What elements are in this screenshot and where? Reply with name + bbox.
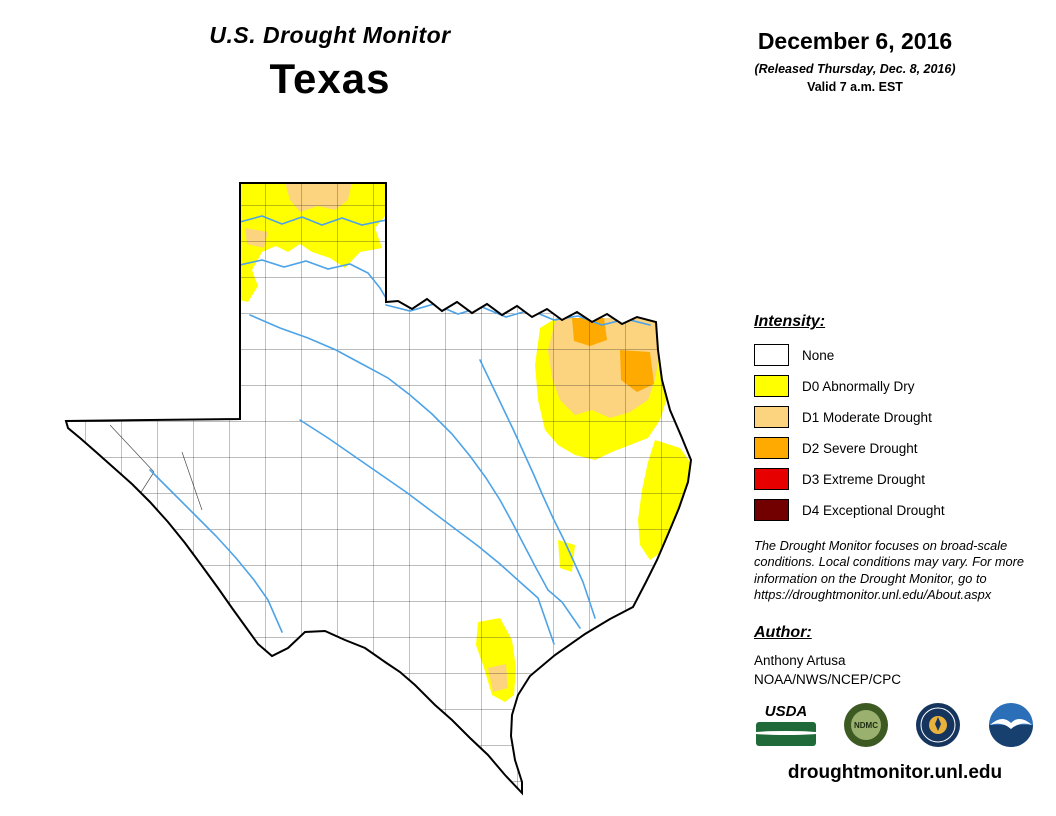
map-date: December 6, 2016: [757, 28, 953, 54]
texas-drought-map: [50, 170, 710, 810]
date-block: December 6, 2016 (Released Thursday, Dec…: [710, 28, 1000, 94]
noaa-logo: [988, 703, 1033, 747]
legend-label-none: None: [802, 347, 835, 363]
legend-item-d2: D2 Severe Drought: [754, 437, 945, 459]
author-name: Anthony Artusa: [754, 653, 846, 668]
legend-swatch-d0: [754, 375, 789, 397]
page-title: U.S. Drought Monitor: [209, 22, 451, 48]
usda-field-graphic: [756, 722, 816, 746]
release-date: (Released Thursday, Dec. 8, 2016): [754, 62, 956, 76]
author-heading: Author:: [754, 624, 812, 641]
agency-logos: USDA NDMC: [756, 702, 1034, 748]
legend-swatch-d1: [754, 406, 789, 428]
legend-item-d3: D3 Extreme Drought: [754, 468, 945, 490]
legend-item-d1: D1 Moderate Drought: [754, 406, 945, 428]
header: U.S. Drought Monitor Texas: [140, 22, 520, 103]
legend-label-d4: D4 Exceptional Drought: [802, 502, 945, 518]
legend-item-d0: D0 Abnormally Dry: [754, 375, 945, 397]
legend-label-d0: D0 Abnormally Dry: [802, 378, 915, 394]
legend-title: Intensity:: [754, 313, 826, 330]
red-river-fork: [239, 259, 387, 299]
legend-swatch-d4: [754, 499, 789, 521]
legend-swatch-d2: [754, 437, 789, 459]
legend-item-none: None: [754, 344, 945, 366]
ndmc-logo: NDMC: [843, 703, 888, 747]
red-river: [385, 303, 651, 326]
county-boundaries: [66, 183, 691, 793]
commerce-seal-logo: [916, 703, 961, 747]
legend-swatch-none: [754, 344, 789, 366]
author-org: NOAA/NWS/NCEP/CPC: [754, 671, 902, 687]
legend: Intensity: None D0 Abnormally Dry D1 Mod…: [754, 313, 945, 530]
brazos-river: [249, 314, 581, 629]
disclaimer-text: The Drought Monitor focuses on broad-sca…: [754, 538, 1025, 603]
noaa-bird-icon: [989, 718, 1032, 729]
site-url: droughtmonitor.unl.edu: [787, 762, 1003, 783]
legend-label-d1: D1 Moderate Drought: [802, 409, 932, 425]
valid-time: Valid 7 a.m. EST: [807, 80, 903, 94]
commerce-eagle-icon: [935, 717, 942, 731]
author-block: Author: Anthony Artusa NOAA/NWS/NCEP/CPC: [754, 624, 901, 690]
pecos-river: [149, 469, 283, 633]
ndmc-text: NDMC: [854, 721, 878, 730]
legend-label-d3: D3 Extreme Drought: [802, 471, 926, 487]
legend-swatch-d3: [754, 468, 789, 490]
trinity-river: [479, 359, 596, 619]
colorado-river: [299, 419, 555, 645]
texas-map-svg: [65, 182, 692, 794]
region-title: Texas: [269, 55, 391, 102]
legend-item-d4: D4 Exceptional Drought: [754, 499, 945, 521]
legend-label-d2: D2 Severe Drought: [802, 440, 918, 456]
usda-logo: USDA: [756, 702, 816, 748]
usda-wordmark: USDA: [764, 703, 808, 720]
canadian-river: [239, 215, 387, 226]
